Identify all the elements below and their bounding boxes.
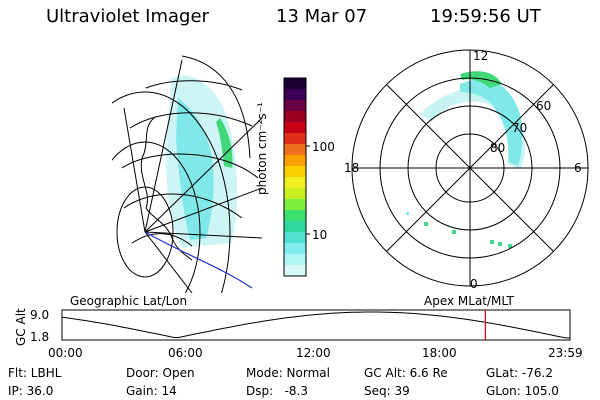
mode-info: Mode: Normal — [246, 366, 330, 380]
altitude-xtick-2359: 23:59 — [548, 346, 583, 360]
date-label: 13 Mar 07 — [276, 6, 368, 27]
mlt-label-12: 12 — [473, 49, 488, 63]
seq-info: Seq: 39 — [364, 384, 410, 398]
dsp-info: Dsp: -8.3 — [246, 384, 309, 398]
instrument-title: Ultraviolet Imager — [46, 6, 209, 27]
apex-panel-label: Apex MLat/MLT — [424, 294, 514, 308]
colorbar-stripe — [284, 177, 306, 189]
coastline — [140, 117, 193, 261]
earth-limb — [181, 55, 251, 159]
colorbar-tick-100: 100 — [312, 140, 335, 154]
altitude-xtick-0600: 06:00 — [168, 346, 203, 360]
glon-info: GLon: 105.0 — [486, 384, 559, 398]
mlt-label-18: 18 — [344, 161, 359, 175]
geographic-map — [112, 55, 262, 293]
aurora-dot — [508, 244, 512, 248]
colorbar-stripe — [284, 254, 306, 266]
altitude-ytick-9: 9.0 — [30, 308, 50, 322]
colorbar-stripe — [284, 111, 306, 123]
door-info: Door: Open — [126, 366, 195, 380]
colorbar-stripe — [284, 243, 306, 255]
aurora-dot — [498, 242, 502, 246]
colorbar — [283, 77, 310, 277]
altitude-xtick-0000: 00:00 — [48, 346, 83, 360]
colorbar-stripe — [284, 144, 306, 156]
colorbar-tick-10: 10 — [312, 228, 328, 242]
mlat-label-80: 80 — [490, 141, 505, 155]
aurora-band — [176, 98, 214, 240]
colorbar-stripe — [284, 232, 306, 244]
colorbar-stripe — [284, 89, 306, 101]
colorbar-stripes — [284, 78, 306, 277]
aurora-dot — [424, 222, 428, 226]
ip-info: IP: 36.0 — [8, 384, 54, 398]
geographic-panel-label: Geographic Lat/Lon — [70, 294, 188, 308]
mlt-label-6: 6 — [574, 161, 582, 175]
altitude-xtick-1200: 12:00 — [296, 346, 331, 360]
colorbar-stripe — [284, 78, 306, 90]
gc-alt-info: GC Alt: 6.6 Re — [364, 366, 448, 380]
colorbar-stripe — [284, 188, 306, 200]
colorbar-label: photon cm⁻²s⁻¹ — [255, 102, 269, 195]
aurora-dot — [406, 212, 409, 215]
colorbar-stripe — [284, 100, 306, 112]
colorbar-stripe — [284, 155, 306, 167]
colorbar-stripe — [284, 133, 306, 145]
mlat-label-60: 60 — [536, 99, 551, 113]
colorbar-stripe — [284, 210, 306, 222]
colorbar-stripe — [284, 199, 306, 211]
terminator-line — [144, 231, 253, 289]
mlat-label-70: 70 — [512, 121, 527, 135]
filter-info: Flt: LBHL — [8, 366, 62, 380]
gain-info: Gain: 14 — [126, 384, 177, 398]
aurora-dot — [452, 230, 456, 234]
aurora-hotspot — [216, 118, 233, 168]
polar-aurora-band — [460, 79, 523, 166]
polar-plot: 12 18 6 0 60 70 80 — [344, 49, 589, 291]
altitude-chart — [61, 309, 571, 341]
aurora-dot — [490, 240, 494, 244]
colorbar-stripe — [284, 166, 306, 178]
altitude-ytick-1: 1.8 — [30, 330, 50, 344]
altitude-xtick-1800: 18:00 — [422, 346, 457, 360]
colorbar-stripe — [284, 265, 306, 277]
colorbar-stripe — [284, 122, 306, 134]
time-label: 19:59:56 UT — [430, 6, 541, 27]
mlt-label-0: 0 — [470, 277, 478, 291]
colorbar-stripe — [284, 221, 306, 233]
altitude-ylabel: GC Alt — [14, 308, 28, 346]
glat-info: GLat: -76.2 — [486, 366, 553, 380]
